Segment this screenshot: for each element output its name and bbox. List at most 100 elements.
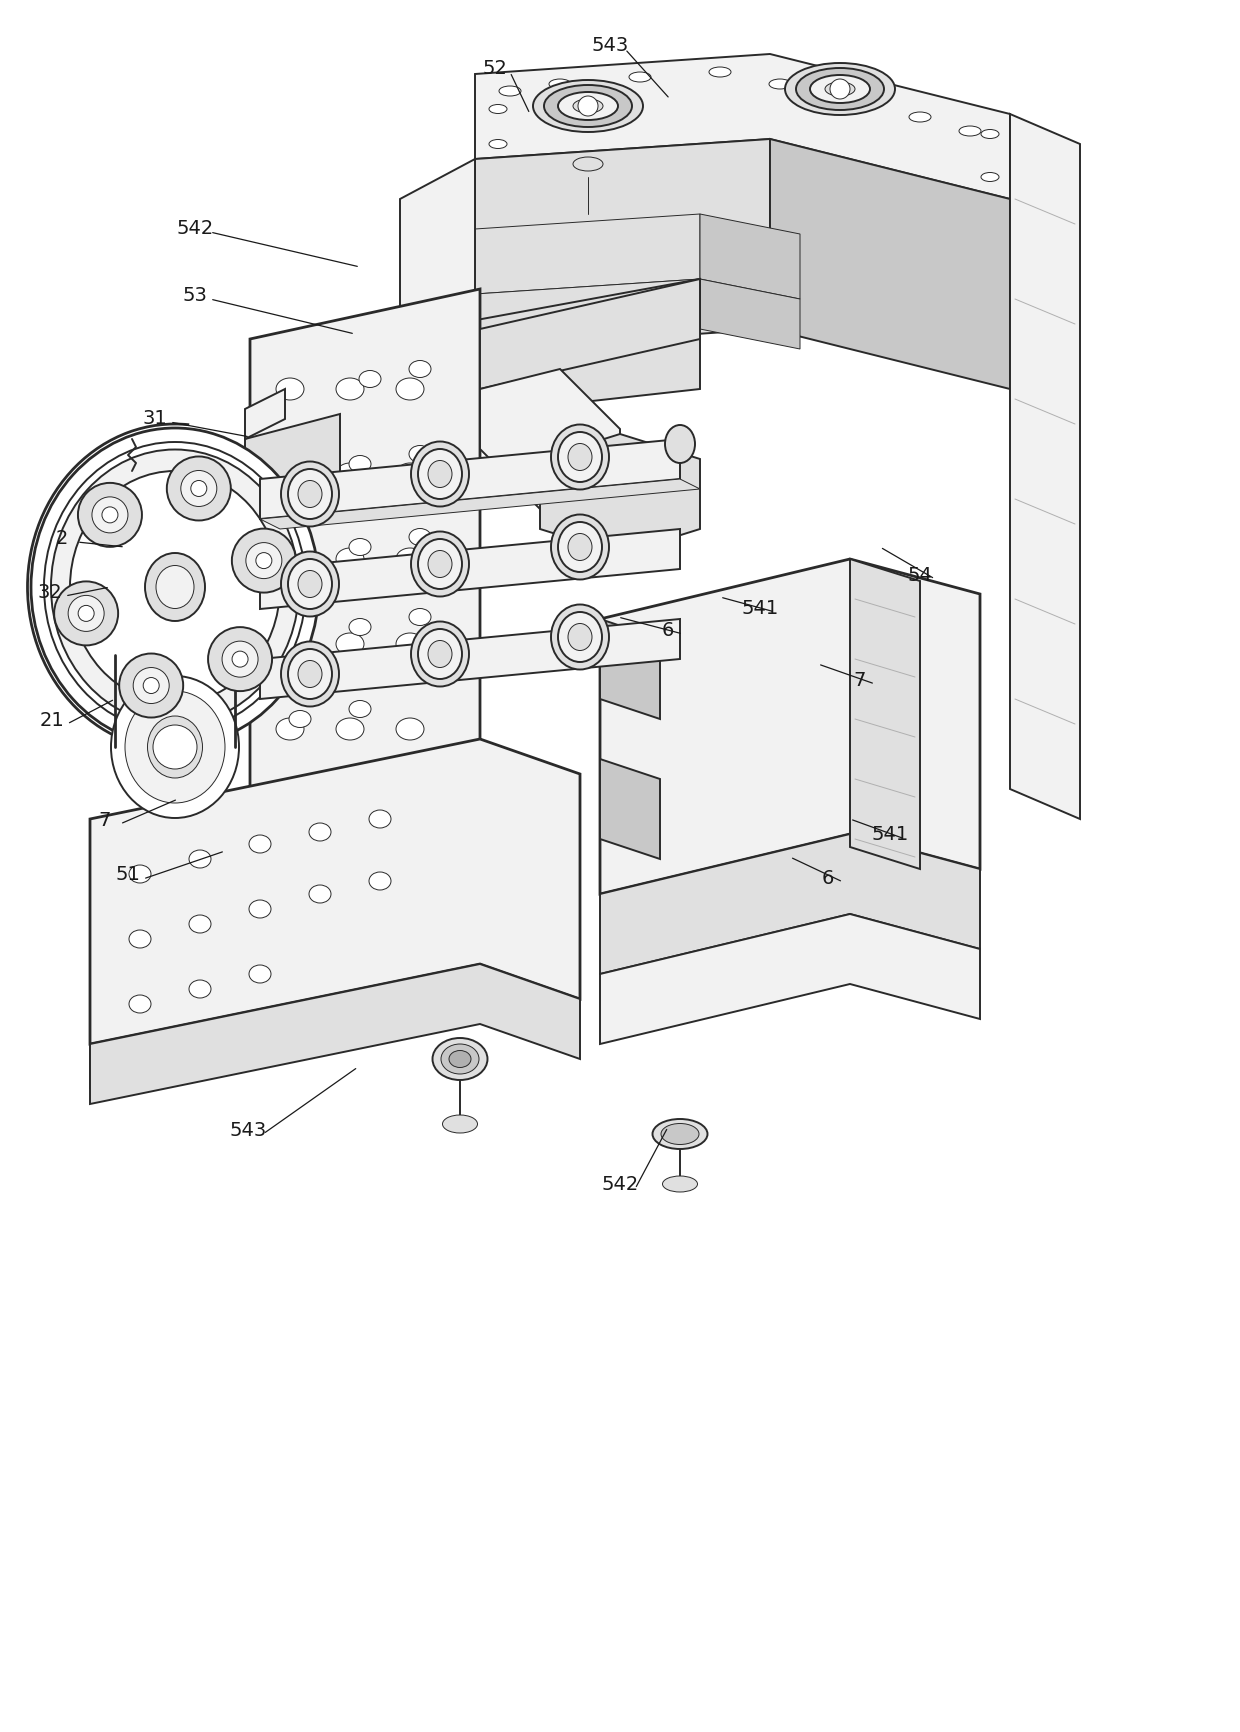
Ellipse shape (549, 80, 570, 90)
Circle shape (222, 643, 258, 677)
Ellipse shape (629, 73, 651, 83)
Ellipse shape (825, 83, 856, 97)
Ellipse shape (409, 610, 432, 627)
Ellipse shape (551, 604, 609, 670)
Ellipse shape (281, 462, 339, 527)
Text: 542: 542 (601, 1174, 639, 1193)
Ellipse shape (981, 173, 999, 182)
Ellipse shape (796, 69, 884, 111)
Ellipse shape (289, 630, 311, 648)
Circle shape (68, 596, 104, 632)
Ellipse shape (336, 379, 365, 400)
Ellipse shape (551, 426, 609, 490)
Ellipse shape (959, 126, 981, 137)
Circle shape (119, 655, 184, 719)
Text: 6: 6 (662, 620, 675, 639)
Polygon shape (701, 215, 800, 300)
Text: 21: 21 (40, 710, 64, 729)
Polygon shape (401, 281, 701, 390)
Polygon shape (1011, 114, 1080, 819)
Ellipse shape (428, 551, 453, 578)
Ellipse shape (288, 650, 332, 700)
Ellipse shape (709, 68, 732, 78)
Ellipse shape (418, 630, 463, 679)
Ellipse shape (148, 717, 202, 779)
Ellipse shape (810, 76, 870, 104)
Ellipse shape (573, 158, 603, 171)
Ellipse shape (428, 461, 453, 488)
Ellipse shape (348, 539, 371, 556)
Circle shape (143, 679, 159, 695)
Ellipse shape (129, 996, 151, 1013)
Circle shape (255, 553, 272, 570)
Polygon shape (260, 620, 680, 700)
Ellipse shape (551, 514, 609, 580)
Text: 6: 6 (822, 868, 835, 887)
Circle shape (102, 507, 118, 523)
Ellipse shape (348, 618, 371, 636)
Polygon shape (260, 440, 680, 520)
Text: 52: 52 (482, 59, 507, 78)
Circle shape (232, 651, 248, 669)
Polygon shape (475, 329, 701, 414)
Text: 53: 53 (182, 286, 207, 305)
Ellipse shape (298, 662, 322, 688)
Ellipse shape (112, 677, 239, 819)
Text: 542: 542 (176, 218, 213, 237)
Ellipse shape (544, 87, 632, 128)
Text: 32: 32 (37, 582, 62, 601)
Ellipse shape (277, 719, 304, 741)
Circle shape (55, 582, 118, 646)
Ellipse shape (51, 450, 299, 726)
Polygon shape (849, 559, 920, 869)
Text: 51: 51 (115, 864, 140, 883)
Text: 2: 2 (56, 528, 68, 547)
Ellipse shape (418, 450, 463, 501)
Ellipse shape (652, 1119, 708, 1150)
Ellipse shape (249, 965, 272, 984)
Ellipse shape (839, 95, 861, 106)
Ellipse shape (558, 613, 601, 663)
Text: 54: 54 (908, 565, 932, 584)
Ellipse shape (188, 916, 211, 934)
Circle shape (167, 457, 231, 521)
Polygon shape (246, 390, 285, 440)
Circle shape (181, 471, 217, 507)
Ellipse shape (281, 553, 339, 617)
Ellipse shape (370, 873, 391, 890)
Ellipse shape (662, 1176, 697, 1192)
Ellipse shape (277, 549, 304, 570)
Polygon shape (480, 281, 701, 390)
Ellipse shape (188, 980, 211, 998)
Ellipse shape (396, 464, 424, 485)
Polygon shape (250, 289, 480, 869)
Ellipse shape (360, 371, 381, 388)
Polygon shape (475, 140, 770, 350)
Ellipse shape (441, 1044, 479, 1074)
Ellipse shape (981, 130, 999, 139)
Polygon shape (475, 55, 1011, 199)
Circle shape (578, 97, 598, 118)
Circle shape (78, 606, 94, 622)
Ellipse shape (568, 443, 591, 471)
Ellipse shape (418, 540, 463, 589)
Ellipse shape (428, 641, 453, 669)
Ellipse shape (277, 379, 304, 400)
Ellipse shape (433, 1039, 487, 1081)
Ellipse shape (249, 835, 272, 854)
Ellipse shape (665, 426, 694, 464)
Ellipse shape (289, 551, 311, 568)
Ellipse shape (443, 1115, 477, 1133)
Ellipse shape (909, 113, 931, 123)
Ellipse shape (410, 622, 469, 688)
Ellipse shape (289, 712, 311, 727)
Polygon shape (539, 435, 701, 554)
Polygon shape (246, 414, 340, 504)
Ellipse shape (409, 530, 432, 546)
Text: 543: 543 (229, 1121, 267, 1140)
Polygon shape (475, 215, 701, 294)
Polygon shape (480, 371, 620, 509)
Circle shape (133, 669, 169, 705)
Circle shape (232, 530, 296, 594)
Circle shape (830, 80, 849, 100)
